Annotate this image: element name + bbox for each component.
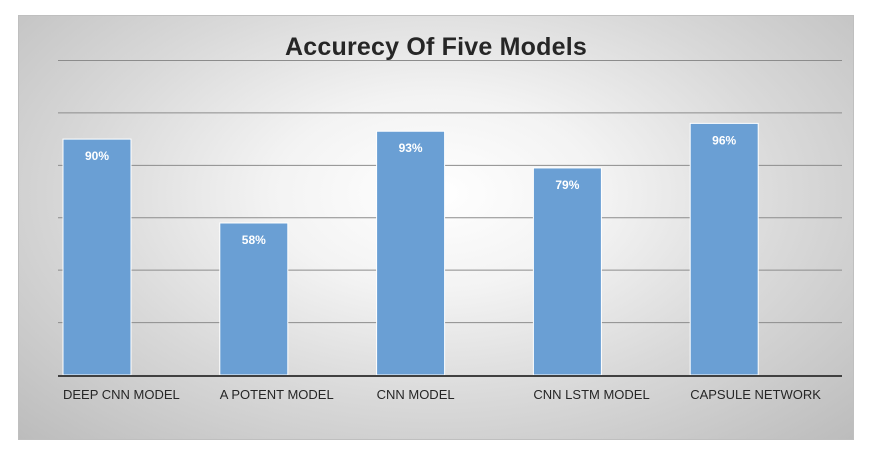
category-label: DEEP CNN MODEL [63, 387, 180, 402]
bar [376, 130, 446, 376]
bar [219, 222, 289, 376]
data-label: 90% [85, 149, 109, 163]
bar [532, 167, 602, 376]
category-label: CNN MODEL [377, 387, 455, 402]
data-label: 96% [712, 133, 736, 147]
data-label: 58% [242, 233, 266, 247]
data-label: 93% [399, 141, 423, 155]
chart-title: Accurecy Of Five Models [285, 33, 587, 61]
data-label: 79% [555, 178, 579, 192]
bar [689, 122, 759, 376]
category-label: A POTENT MODEL [220, 387, 334, 402]
category-label: CAPSULE NETWORK [690, 387, 821, 402]
category-label: CNN LSTM MODEL [533, 387, 649, 402]
bar [62, 138, 132, 376]
